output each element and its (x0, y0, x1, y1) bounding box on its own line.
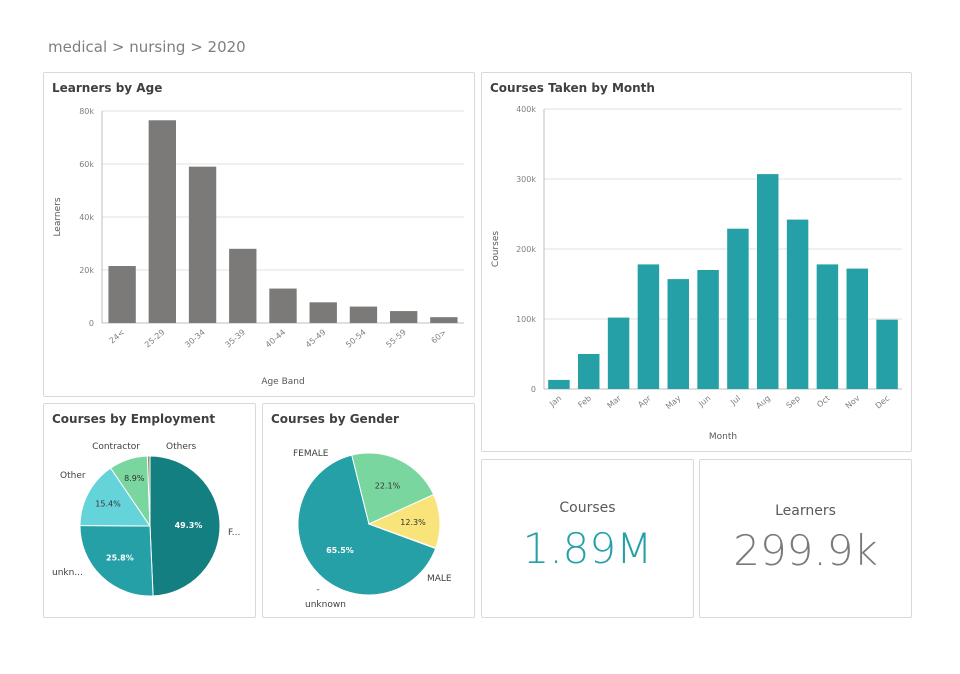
x-tick-label: 60> (429, 328, 448, 346)
bar[interactable] (637, 264, 660, 389)
pie-percent-label: 22.1% (375, 482, 401, 491)
pie-slice[interactable] (146, 455, 151, 527)
pie-category-label: unknown (305, 600, 346, 610)
y-tick-label: 100k (516, 315, 536, 324)
y-tick-label: 400k (516, 105, 536, 114)
x-tick-label: Jun (696, 394, 712, 410)
bar[interactable] (108, 266, 136, 323)
y-tick-label: 60k (79, 160, 94, 169)
y-tick-label: 80k (79, 107, 94, 116)
pie-category-label: Others (166, 442, 197, 452)
courses-by-month-panel[interactable]: Courses Taken by Month 0 100k 200k 300k 400k… (481, 72, 912, 452)
pie-percent-label: 12.3% (400, 518, 426, 527)
courses-by-month-title: Courses Taken by Month (490, 81, 655, 95)
x-tick-label: Feb (576, 394, 593, 410)
bar[interactable] (389, 311, 418, 323)
x-axis-title: Month (709, 432, 737, 442)
y-axis-title: Learners (53, 197, 63, 236)
pie-percent-label: 49.3% (175, 521, 203, 530)
x-tick-label: May (664, 393, 683, 411)
bar[interactable] (309, 302, 337, 323)
pie-category-label: Other (60, 471, 86, 481)
pie-category-label: F... (228, 528, 240, 538)
learners-kpi-value: 299.9k (733, 526, 878, 575)
bar[interactable] (269, 288, 297, 323)
courses-kpi-label: Courses (559, 500, 616, 516)
x-tick-label: 45-49 (304, 328, 328, 350)
bar[interactable] (148, 120, 177, 324)
x-tick-label: 25-29 (143, 328, 167, 350)
bar[interactable] (697, 270, 719, 389)
x-tick-label: Dec (874, 394, 892, 411)
x-tick-label: Jul (728, 394, 742, 408)
courses-kpi-panel[interactable]: Courses 1.89M (481, 459, 694, 618)
x-tick-label: 24< (108, 328, 127, 346)
pie-slice[interactable] (79, 525, 154, 597)
x-tick-label: 30-34 (183, 328, 207, 350)
bar[interactable] (578, 354, 600, 389)
bar[interactable] (349, 306, 378, 323)
learners-kpi-label: Learners (775, 503, 836, 519)
y-tick-label: 300k (516, 175, 536, 184)
learners-kpi-panel[interactable]: Learners 299.9k (699, 459, 912, 618)
y-tick-label: 20k (79, 266, 94, 275)
x-tick-label: Jan (547, 394, 563, 409)
courses-by-gender-chart[interactable]: 65.5% FEMALE 22.1% MALE 12.3% unknown - (263, 404, 476, 619)
pie-category-label: unkn... (52, 568, 83, 578)
bar[interactable] (667, 279, 689, 389)
pie-category-label: Contractor (92, 442, 140, 452)
pie-slice[interactable] (79, 467, 151, 527)
y-axis-title: Courses (491, 231, 501, 267)
courses-kpi-value: 1.89M (522, 524, 653, 573)
pie-percent-label: 8.9% (124, 474, 145, 483)
bar[interactable] (846, 268, 868, 389)
x-tick-label: 35-39 (223, 328, 247, 350)
pie-slice[interactable] (149, 455, 221, 597)
courses-by-gender-panel[interactable]: Courses by Gender 65.5% FEMALE 22.1% MALE 12… (262, 403, 475, 618)
bar[interactable] (876, 319, 898, 389)
x-tick-label: 50-54 (344, 328, 368, 350)
bar[interactable] (430, 317, 458, 323)
courses-by-gender-title: Courses by Gender (271, 412, 399, 426)
courses-by-employment-panel[interactable]: Courses by Employment 49.3% F... 25.8% unkn… (43, 403, 256, 618)
courses-by-employment-title: Courses by Employment (52, 412, 216, 426)
bar[interactable] (548, 379, 570, 389)
x-tick-label: Sep (785, 394, 802, 411)
x-tick-label: Mar (606, 393, 624, 410)
x-axis-title: Age Band (261, 377, 304, 387)
y-tick-label: 0 (531, 385, 536, 394)
y-tick-label: 0 (89, 319, 94, 328)
pie-percent-label: 25.8% (106, 553, 134, 562)
pie-slice[interactable] (368, 523, 437, 550)
learners-by-age-title: Learners by Age (52, 81, 163, 95)
bar[interactable] (607, 317, 630, 389)
x-tick-label: Aug (754, 394, 772, 411)
pie-percent-label: 65.5% (326, 546, 354, 555)
bar[interactable] (786, 219, 809, 389)
courses-by-employment-chart[interactable]: 49.3% F... 25.8% unkn... 15.4% Other 8.9% Contr… (44, 404, 257, 619)
pie-percent-label: 15.4% (95, 500, 121, 509)
courses-by-month-chart[interactable]: 0 100k 200k 300k 400k Jan Feb Mar Apr May Jun Jul Au… (482, 73, 913, 453)
x-tick-label: Apr (636, 393, 653, 409)
pie-category-label: - (316, 585, 319, 595)
pie-category-label: MALE (427, 574, 452, 584)
bar[interactable] (229, 248, 257, 323)
x-tick-label: Nov (844, 393, 862, 410)
pie-slice[interactable] (297, 454, 437, 596)
breadcrumb[interactable]: medical > nursing > 2020 (48, 38, 246, 56)
learners-by-age-chart[interactable]: 0 20k 40k 60k 80k 24< 25-29 30-34 35-39 40-44 45-4… (44, 73, 476, 398)
bar[interactable] (757, 174, 779, 389)
x-tick-label: 55-59 (384, 328, 408, 350)
x-tick-label: 40-44 (264, 328, 288, 350)
pie-category-label: FEMALE (293, 449, 329, 459)
pie-slice[interactable] (351, 452, 435, 525)
y-tick-label: 40k (79, 213, 94, 222)
bar[interactable] (816, 264, 839, 389)
x-tick-label: Oct (815, 394, 831, 410)
bar[interactable] (727, 228, 749, 389)
y-tick-label: 200k (516, 245, 536, 254)
bar[interactable] (188, 166, 217, 323)
learners-by-age-panel[interactable]: Learners by Age 0 20k 40k 60k 80k 24< 25-29 30-… (43, 72, 475, 397)
